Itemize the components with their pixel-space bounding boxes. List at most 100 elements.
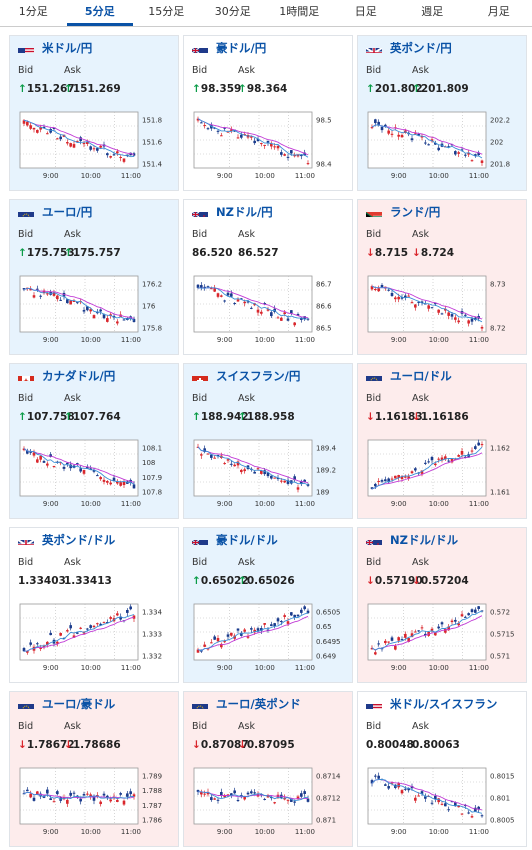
mini-candlestick-chart[interactable]: 86.7 86.6 86.5 9:00 10:00 11:00 <box>192 272 346 350</box>
mini-candlestick-chart[interactable]: 0.8015 0.801 0.8005 9:00 10:00 11:00 <box>366 764 520 842</box>
rate-card[interactable]: ユーロ/豪ドル Bid Ask ↓1.78672 ↓1.78686 1.789 1.788 1… <box>9 691 179 847</box>
rate-card[interactable]: 英ポンド/ドル Bid Ask 1.33403 1.33413 1.334 1.333 1.3… <box>9 527 179 683</box>
chart-svg: 8.73 8.72 9:00 10:00 11:00 <box>367 275 506 344</box>
currency-pair-label[interactable]: 米ドル/スイスフラン <box>390 697 498 711</box>
y-tick-label: 108 <box>142 459 155 467</box>
mini-candlestick-chart[interactable]: 8.73 8.72 9:00 10:00 11:00 <box>366 272 520 350</box>
currency-pair-label[interactable]: ユーロ/円 <box>42 205 93 219</box>
chart-svg: 176.2 176 175.8 9:00 10:00 11:00 <box>19 275 162 344</box>
card-title[interactable]: 豪ドル/ドル <box>192 532 278 548</box>
bid-label: Bid <box>192 557 208 568</box>
rate-card[interactable]: 米ドル/スイスフラン Bid Ask 0.80048 0.80063 0.8015 0.80… <box>357 691 527 847</box>
candle-body <box>286 318 290 321</box>
chart-svg: 86.7 86.6 86.5 9:00 10:00 11:00 <box>193 275 332 344</box>
currency-pair-label[interactable]: スイスフラン/円 <box>216 369 301 383</box>
card-title[interactable]: ランド/円 <box>366 204 440 220</box>
candle-body <box>480 326 484 329</box>
card-title[interactable]: 豪ドル/円 <box>192 40 266 56</box>
mini-candlestick-chart[interactable]: 202.2 202 201.8 9:00 10:00 11:00 <box>366 108 520 186</box>
card-title[interactable]: ユーロ/英ポンド <box>192 696 301 712</box>
tab-4[interactable]: 1時間足 <box>279 5 320 18</box>
mini-candlestick-chart[interactable]: 151.8 151.6 151.4 9:00 10:00 11:00 <box>18 108 172 186</box>
card-title[interactable]: 英ポンド/円 <box>366 40 452 56</box>
ask-value-text: 0.87095 <box>246 739 295 751</box>
mini-candlestick-chart[interactable]: 98.5 98.4 9:00 10:00 11:00 <box>192 108 346 186</box>
uk-flag-icon <box>18 535 34 545</box>
x-tick-label: 9:00 <box>43 336 59 344</box>
rate-card[interactable]: 豪ドル/円 Bid Ask ↑98.359 ↑98.364 98.5 98.4 9:00 10:… <box>183 35 353 191</box>
rate-card[interactable]: 豪ドル/ドル Bid Ask ↑0.65022 ↑0.65026 0.6505 0.65 0.… <box>183 527 353 683</box>
y-tick-label: 0.5715 <box>490 631 515 639</box>
candle-body <box>477 606 480 610</box>
rate-card[interactable]: スイスフラン/円 Bid Ask ↑188.942 ↑188.958 189.4 189.2… <box>183 363 353 519</box>
tab-0[interactable]: 1分足 <box>18 5 48 18</box>
rate-card[interactable]: ユーロ/円 Bid Ask ↑175.753 ↑175.757 176.2 176 175.8… <box>9 199 179 355</box>
tab-2[interactable]: 15分足 <box>148 5 185 18</box>
rate-card[interactable]: NZドル/ドル Bid Ask ↓0.57190 ↓0.57204 0.572 0.5715… <box>357 527 527 683</box>
rate-card[interactable]: 米ドル/円 Bid Ask ↑151.267 ↑151.269 151.8 151.6 151… <box>9 35 179 191</box>
mini-candlestick-chart[interactable]: 0.572 0.5715 0.571 9:00 10:00 11:00 <box>366 600 520 678</box>
tab-1[interactable]: 5分足 <box>66 0 133 26</box>
candle-body <box>260 793 263 796</box>
mini-candlestick-chart[interactable]: 0.8714 0.8712 0.871 9:00 10:00 11:00 <box>192 764 346 842</box>
candle-body <box>29 642 32 645</box>
tab-6[interactable]: 週足 <box>421 5 444 18</box>
rate-card[interactable]: 英ポンド/円 Bid Ask ↑201.802 ↑201.809 202.2 202 201.… <box>357 35 527 191</box>
bid-value: ↓1.78672 <box>18 739 75 751</box>
tab-7[interactable]: 月足 <box>487 5 510 18</box>
mini-candlestick-chart[interactable]: 1.789 1.788 1.787 1.786 9:00 10:00 11:00 <box>18 764 172 842</box>
ask-value-text: 175.757 <box>72 247 121 259</box>
currency-pair-label[interactable]: NZドル/ドル <box>390 533 459 547</box>
mini-candlestick-chart[interactable]: 108.1 108 107.9 107.8 9:00 10:00 11:00 <box>18 436 172 514</box>
candle-body <box>430 139 434 142</box>
arrow-up-icon: ↑ <box>366 83 375 95</box>
card-title[interactable]: 英ポンド/ドル <box>18 532 115 548</box>
card-title[interactable]: 米ドル/円 <box>18 40 92 56</box>
tab-5[interactable]: 日足 <box>354 5 377 18</box>
card-title[interactable]: カナダドル/円 <box>18 368 115 384</box>
card-title[interactable]: ユーロ/円 <box>18 204 92 220</box>
card-title[interactable]: NZドル/ドル <box>366 532 458 548</box>
currency-pair-label[interactable]: ユーロ/英ポンド <box>216 697 301 711</box>
candle-body <box>240 298 243 300</box>
currency-pair-label[interactable]: 英ポンド/円 <box>390 41 452 55</box>
currency-pair-label[interactable]: NZドル/円 <box>216 205 273 219</box>
y-tick-label: 202 <box>490 139 503 147</box>
mini-candlestick-chart[interactable]: 176.2 176 175.8 9:00 10:00 11:00 <box>18 272 172 350</box>
rate-card[interactable]: NZドル/円 Bid Ask 86.520 86.527 86.7 86.6 86.5 9:00… <box>183 199 353 355</box>
tab-3[interactable]: 30分足 <box>214 5 251 18</box>
currency-pair-label[interactable]: ユーロ/ドル <box>390 369 452 383</box>
candle-body <box>79 627 82 629</box>
card-title[interactable]: NZドル/円 <box>192 204 273 220</box>
currency-pair-label[interactable]: カナダドル/円 <box>42 369 116 383</box>
arrow-down-icon: ↓ <box>238 739 247 751</box>
card-title[interactable]: ユーロ/ドル <box>366 368 452 384</box>
candle-body <box>220 643 223 648</box>
chart-plot-area <box>367 111 487 169</box>
currency-pair-label[interactable]: ランド/円 <box>390 205 441 219</box>
candle-body <box>480 160 484 163</box>
currency-pair-label[interactable]: 米ドル/円 <box>42 41 93 55</box>
x-tick-label: 10:00 <box>81 172 101 180</box>
currency-pair-label[interactable]: ユーロ/豪ドル <box>42 697 116 711</box>
mini-candlestick-chart[interactable]: 189.4 189.2 189 9:00 10:00 11:00 <box>192 436 346 514</box>
rate-card[interactable]: ユーロ/英ポンド Bid Ask ↓0.87087 ↓0.87095 0.8714 0.87… <box>183 691 353 847</box>
candle-body <box>250 136 253 138</box>
currency-pair-label[interactable]: 豪ドル/ドル <box>216 533 278 547</box>
rate-card[interactable]: ユーロ/ドル Bid Ask ↓1.16183 ↓1.16186 1.162 1.161 9:… <box>357 363 527 519</box>
card-title[interactable]: スイスフラン/円 <box>192 368 300 384</box>
card-title[interactable]: 米ドル/スイスフラン <box>366 696 497 712</box>
moving-average-line <box>23 448 135 483</box>
mini-candlestick-chart[interactable]: 0.6505 0.65 0.6495 0.649 9:00 10:00 11:00 <box>192 600 346 678</box>
candle-body <box>119 482 122 486</box>
ask-label: Ask <box>238 557 255 568</box>
card-title[interactable]: ユーロ/豪ドル <box>18 696 115 712</box>
currency-pair-label[interactable]: 英ポンド/ドル <box>42 533 116 547</box>
currency-pair-label[interactable]: 豪ドル/円 <box>216 41 267 55</box>
mini-candlestick-chart[interactable]: 1.334 1.333 1.332 9:00 10:00 11:00 <box>18 600 172 678</box>
moving-average-line <box>23 288 135 319</box>
mini-candlestick-chart[interactable]: 1.162 1.161 9:00 10:00 11:00 <box>366 436 520 514</box>
bid-value: ↑0.65022 <box>192 575 249 587</box>
rate-card[interactable]: ランド/円 Bid Ask ↓8.715 ↓8.724 8.73 8.72 9:00 10:00… <box>357 199 527 355</box>
rate-card[interactable]: カナダドル/円 Bid Ask ↑107.758 ↑107.764 108.1 108 107… <box>9 363 179 519</box>
